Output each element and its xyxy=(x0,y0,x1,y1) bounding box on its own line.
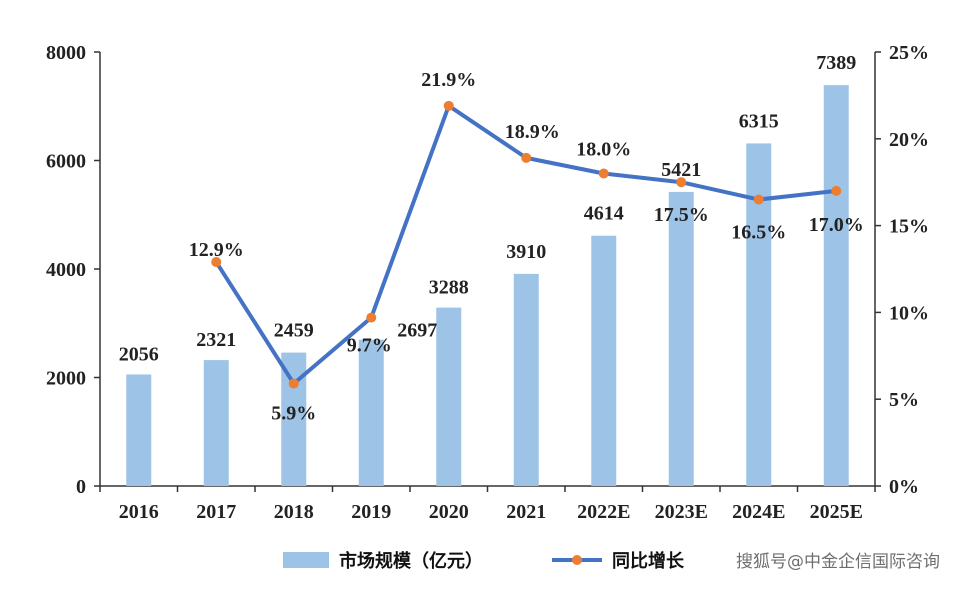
line-marker xyxy=(211,257,222,268)
line-value-label: 21.9% xyxy=(421,69,476,91)
legend-line-label: 同比增长 xyxy=(612,550,685,572)
line-marker xyxy=(288,378,299,389)
left-tick-label: 0 xyxy=(76,476,86,498)
watermark: 搜狐号@中金企信国际咨询 xyxy=(736,552,940,572)
line-marker xyxy=(366,312,377,323)
left-tick-label: 2000 xyxy=(46,368,86,390)
bar-value-label: 7389 xyxy=(816,52,856,74)
legend-bar-label: 市场规模（亿元） xyxy=(339,550,483,572)
right-tick-label: 5% xyxy=(889,389,919,411)
bar-value-label: 3288 xyxy=(429,277,469,299)
x-tick-label: 2023E xyxy=(655,501,708,523)
left-tick-label: 8000 xyxy=(46,42,86,64)
line-marker xyxy=(598,168,609,179)
line-value-label: 9.7% xyxy=(347,335,392,357)
x-tick-label: 2022E xyxy=(577,501,630,523)
x-tick-label: 2019 xyxy=(351,501,391,523)
bar xyxy=(513,273,539,486)
x-tick-label: 2020 xyxy=(429,501,469,523)
x-tick-label: 2018 xyxy=(274,501,314,523)
line-marker xyxy=(443,100,454,111)
line-value-label: 5.9% xyxy=(271,403,316,425)
bar xyxy=(358,339,384,486)
line-value-label: 12.9% xyxy=(189,239,244,261)
bar xyxy=(203,360,229,486)
left-tick-label: 6000 xyxy=(46,151,86,173)
bar xyxy=(591,235,617,486)
bar-value-label: 3910 xyxy=(506,241,546,263)
right-tick-label: 20% xyxy=(889,129,929,151)
bar-value-label: 2459 xyxy=(274,320,314,342)
bar-value-label: 2056 xyxy=(119,343,159,365)
line-value-label: 18.0% xyxy=(576,139,631,161)
bar-value-label: 6315 xyxy=(739,110,779,132)
line-marker xyxy=(831,185,842,196)
left-tick-label: 4000 xyxy=(46,259,86,281)
legend-bar-swatch xyxy=(283,552,329,568)
bar-value-label: 2321 xyxy=(196,329,236,351)
bar xyxy=(668,191,694,486)
x-tick-label: 2021 xyxy=(506,501,546,523)
right-tick-label: 10% xyxy=(889,302,929,324)
x-tick-label: 2024E xyxy=(732,501,785,523)
bar-value-label: 4614 xyxy=(584,203,624,225)
bar xyxy=(126,374,152,486)
bar xyxy=(823,85,849,486)
bar xyxy=(436,307,462,486)
right-tick-label: 25% xyxy=(889,42,929,64)
legend-line-marker xyxy=(572,555,582,565)
x-tick-label: 2016 xyxy=(119,501,159,523)
line-value-label: 16.5% xyxy=(731,222,786,244)
bar-value-label: 5421 xyxy=(661,159,701,181)
line-value-label: 17.0% xyxy=(809,214,864,236)
line-marker xyxy=(753,194,764,205)
line-value-label: 17.5% xyxy=(654,204,709,226)
line-marker xyxy=(676,177,687,188)
right-tick-label: 15% xyxy=(889,216,929,238)
line-value-label: 18.9% xyxy=(505,121,560,143)
line-marker xyxy=(521,152,532,163)
x-tick-label: 2017 xyxy=(196,501,236,523)
x-tick-label: 2025E xyxy=(810,501,863,523)
bar-value-label: 2697 xyxy=(397,320,437,342)
right-tick-label: 0% xyxy=(889,476,919,498)
